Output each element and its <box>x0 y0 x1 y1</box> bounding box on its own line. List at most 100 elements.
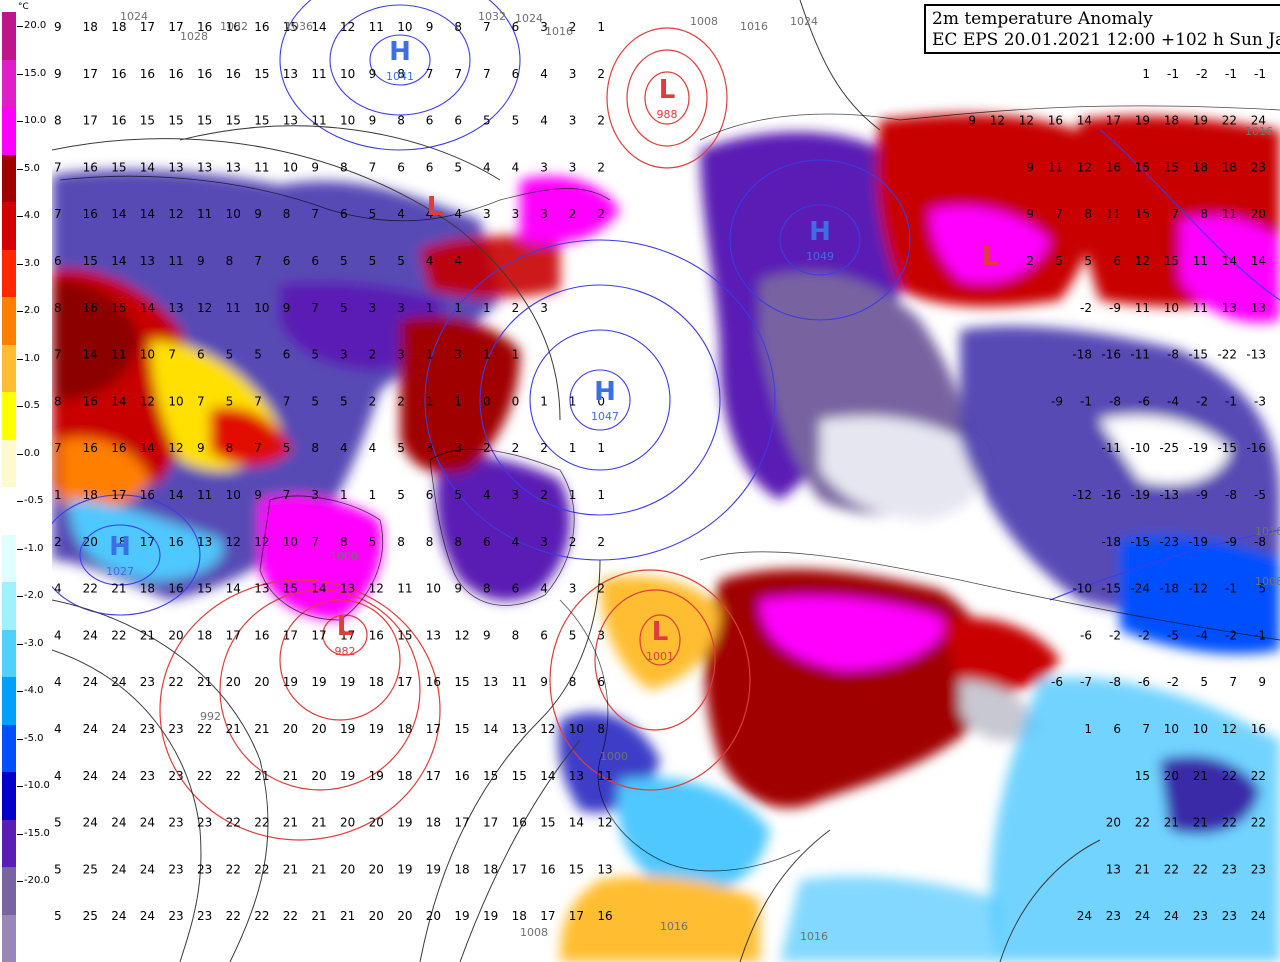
title-box: 2m temperature Anomaly EC EPS 20.01.2021… <box>924 4 1280 54</box>
grid-value: 5 <box>1084 254 1092 268</box>
grid-value: 18 <box>426 816 441 830</box>
grid-value: 5 <box>483 114 491 128</box>
grid-value: 6 <box>1113 722 1121 736</box>
grid-value: 11 <box>512 675 527 689</box>
grid-value: 22 <box>254 862 269 876</box>
grid-value: 8 <box>483 582 491 596</box>
grid-value: 5 <box>311 348 319 362</box>
grid-value: 7 <box>254 394 262 408</box>
grid-value: -12 <box>1188 582 1208 596</box>
isobar-label: 1016 <box>1245 125 1273 138</box>
grid-value: 9 <box>197 441 205 455</box>
grid-value: 21 <box>311 816 326 830</box>
grid-value: 11 <box>1106 207 1121 221</box>
grid-value: 3 <box>569 114 577 128</box>
grid-value: 20 <box>1251 207 1266 221</box>
grid-value: 5 <box>1200 675 1208 689</box>
legend-swatch <box>2 344 16 392</box>
map-area[interactable]: 9 18 18 17 17 16 16 16 15 14 12 11 10 9 8 7 6 3 2 1 9 17 16 16 1… <box>52 0 1280 962</box>
legend-swatch <box>2 249 16 297</box>
grid-value: 11 <box>1135 301 1150 315</box>
grid-value: -15 <box>1130 535 1150 549</box>
map-canvas: 9 18 18 17 17 16 16 16 15 14 12 11 10 9 8 7 6 3 2 19 17 16 16 1… <box>52 0 1280 962</box>
pressure-value: 1041 <box>386 70 414 83</box>
grid-value: 16 <box>454 769 469 783</box>
grid-value: -18 <box>1159 582 1179 596</box>
grid-value: 23 <box>140 769 155 783</box>
grid-value: 17 <box>340 628 355 642</box>
grid-value: 15 <box>226 114 241 128</box>
grid-value: 1 <box>597 441 605 455</box>
grid-value: 6 <box>54 254 62 268</box>
grid-value: 1 <box>512 348 520 362</box>
grid-value: 0 <box>483 394 491 408</box>
grid-value: 18 <box>83 488 98 502</box>
grid-value: 3 <box>340 348 348 362</box>
grid-value: 24 <box>1251 909 1266 923</box>
grid-value: 13 <box>226 160 241 174</box>
grid-value: 16 <box>111 441 126 455</box>
grid-value: 10 <box>340 67 355 81</box>
grid-value: 13 <box>197 160 212 174</box>
grid-value: 12 <box>540 722 555 736</box>
grid-value: 20 <box>369 816 384 830</box>
grid-value: 16 <box>83 301 98 315</box>
grid-value: 5 <box>226 348 234 362</box>
grid-value: 2 <box>483 441 491 455</box>
grid-value: 6 <box>512 20 520 34</box>
grid-value: 3 <box>569 582 577 596</box>
grid-value: 24 <box>111 909 126 923</box>
isobar-label: 1008 <box>1255 575 1280 588</box>
grid-value: 5 <box>397 441 405 455</box>
grid-value: 8 <box>226 441 234 455</box>
grid-value: 12 <box>168 207 183 221</box>
grid-value: 3 <box>397 301 405 315</box>
grid-value: 8 <box>597 722 605 736</box>
isobar-label: 1024 <box>120 10 148 23</box>
grid-value: 14 <box>483 722 498 736</box>
grid-value: 22 <box>1164 862 1179 876</box>
grid-value: 1 <box>1084 722 1092 736</box>
grid-value: 12 <box>369 582 384 596</box>
grid-value: 22 <box>1222 816 1237 830</box>
grid-value: 24 <box>111 862 126 876</box>
grid-value: -19 <box>1188 535 1208 549</box>
grid-value: 20 <box>311 769 326 783</box>
grid-value: 15 <box>283 20 298 34</box>
grid-value: 23 <box>197 816 212 830</box>
grid-value: 8 <box>1200 207 1208 221</box>
legend-swatch <box>2 154 16 202</box>
grid-value: 7 <box>369 160 377 174</box>
legend-swatch <box>2 867 16 915</box>
grid-value: 13 <box>1251 301 1266 315</box>
grid-value: 12 <box>990 114 1005 128</box>
grid-value: 22 <box>1135 816 1150 830</box>
grid-value: 7 <box>54 348 62 362</box>
grid-value: 22 <box>254 816 269 830</box>
grid-value: 19 <box>340 769 355 783</box>
grid-value: 17 <box>168 20 183 34</box>
isobar-label: 1008 <box>520 926 548 939</box>
grid-value: 10 <box>283 160 298 174</box>
grid-value: 15 <box>1135 769 1150 783</box>
grid-value: 23 <box>140 675 155 689</box>
grid-value: 22 <box>254 909 269 923</box>
grid-value: -1 <box>1080 394 1092 408</box>
grid-value: 5 <box>54 816 62 830</box>
grid-value: 19 <box>426 862 441 876</box>
grid-value: 24 <box>83 722 98 736</box>
grid-value: 9 <box>1258 675 1266 689</box>
grid-value: 24 <box>140 816 155 830</box>
legend-tick <box>17 263 23 265</box>
grid-value: 16 <box>197 20 212 34</box>
legend-tick <box>17 73 23 75</box>
legend-label: 2.0 <box>24 305 40 316</box>
grid-value: 1 <box>1142 67 1150 81</box>
grid-value: 11 <box>226 301 241 315</box>
grid-value: 16 <box>83 441 98 455</box>
grid-value: 10 <box>1164 722 1179 736</box>
legend-label: -1.0 <box>24 542 44 554</box>
grid-value: 7 <box>54 207 62 221</box>
legend-swatch <box>2 677 16 725</box>
